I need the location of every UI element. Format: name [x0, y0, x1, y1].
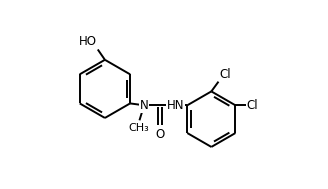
Text: Cl: Cl	[219, 68, 231, 81]
Text: O: O	[155, 128, 165, 141]
Text: HN: HN	[167, 99, 184, 112]
Text: CH₃: CH₃	[128, 123, 149, 133]
Text: N: N	[140, 99, 149, 112]
Text: HO: HO	[79, 35, 97, 48]
Text: Cl: Cl	[247, 99, 258, 112]
